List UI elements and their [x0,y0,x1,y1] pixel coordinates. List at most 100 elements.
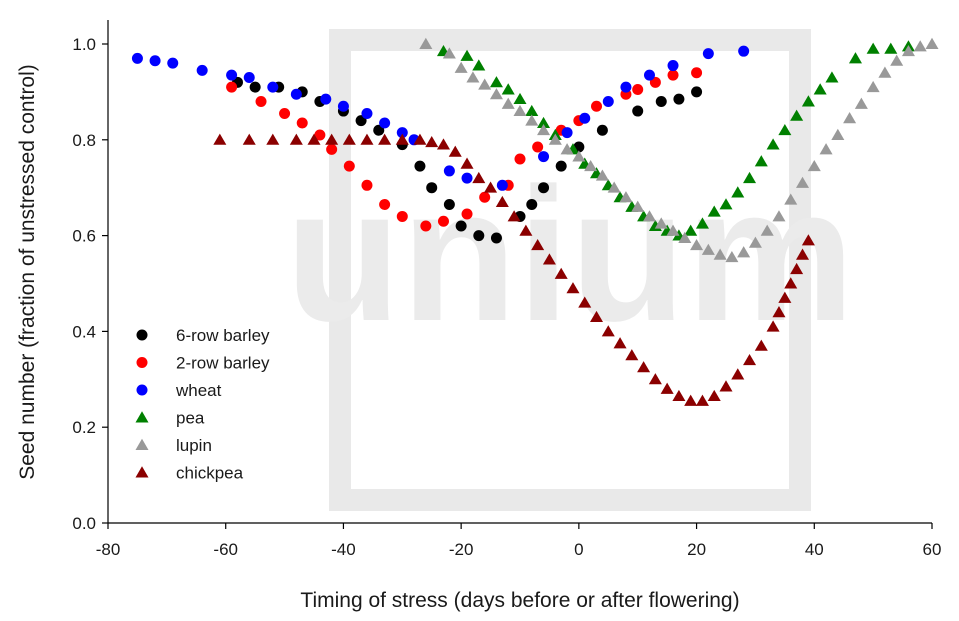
legend-marker [136,357,148,368]
data-point [925,37,939,49]
x-tick-label: -80 [96,540,121,559]
data-point [813,83,827,95]
data-point [702,48,714,60]
data-point [496,179,508,191]
data-point [526,198,538,210]
data-point [660,382,674,394]
data-point [267,81,279,93]
data-point [537,124,551,136]
data-point [643,69,655,81]
data-point [590,310,604,322]
data-point [343,160,355,172]
data-point [690,238,704,251]
data-point [437,215,449,227]
x-tick-label: -60 [213,540,238,559]
data-point [290,88,302,100]
data-point [719,380,733,392]
legend-item: lupin [135,436,212,455]
data-point [807,159,821,172]
data-point [701,243,715,255]
x-tick-label: -20 [449,540,474,559]
data-point [426,182,438,194]
data-point [831,128,845,140]
legend-item: pea [135,409,205,428]
data-point [425,135,439,148]
data-point [760,224,774,236]
data-point [713,248,727,260]
data-point [226,69,238,81]
x-tick-label: 40 [805,540,824,559]
data-point [578,296,592,308]
data-point [843,112,857,124]
legend: 6-row barley 2-row barley wheat pea lupin chi… [135,326,270,483]
data-point [513,92,527,105]
x-tick-label: 20 [687,540,706,559]
data-point [489,88,503,100]
data-point [560,143,574,155]
data-point [825,71,839,83]
data-point [866,42,880,54]
data-point [637,361,651,373]
data-point [249,81,261,93]
data-point [472,171,486,184]
data-point [413,133,427,145]
data-point [484,181,498,193]
legend-marker [135,466,149,478]
data-point [226,81,238,93]
data-point [684,224,698,236]
data-point [378,133,392,145]
data-point [719,198,733,210]
data-point [448,145,462,157]
data-point [672,389,686,402]
data-point [642,210,656,222]
data-point [460,49,474,61]
data-point [325,133,339,145]
data-point [743,353,757,366]
x-tick-label: -40 [331,540,356,559]
data-point [901,44,915,57]
series-chickpea [213,133,815,406]
legend-marker [135,411,149,423]
data-point [361,179,373,191]
data-point [673,93,685,105]
data-point [320,93,332,105]
data-point [548,133,562,145]
data-point [519,224,533,236]
series-layer [131,37,939,406]
data-point [667,69,679,81]
data-point [854,97,868,109]
data-point [379,117,391,129]
y-tick-label: 0.6 [72,227,96,246]
legend-item: 6-row barley [136,326,270,345]
data-point [778,291,792,303]
data-point [461,172,473,184]
data-point [466,71,480,83]
data-point [326,143,338,155]
data-point [490,232,502,244]
legend-marker [135,438,149,450]
data-point [554,267,568,279]
x-ticks: -80 -60 -40 -20 0 20 40 60 [96,523,941,559]
data-point [743,171,757,184]
data-point [695,217,709,229]
data-point [342,133,356,145]
data-point [443,198,455,210]
data-point [607,181,621,193]
data-point [584,159,598,172]
data-point [379,198,391,210]
axes [107,20,932,524]
data-point [436,138,450,150]
data-point [848,52,862,64]
data-point [514,153,526,165]
data-point [442,47,456,59]
data-point [454,61,468,73]
data-point [507,210,521,222]
data-point [572,150,586,162]
data-point [149,55,161,67]
data-point [414,160,426,172]
data-point [501,97,515,109]
y-tick-label: 0.0 [72,514,96,533]
data-point [196,64,208,76]
series-lupin [419,37,939,263]
